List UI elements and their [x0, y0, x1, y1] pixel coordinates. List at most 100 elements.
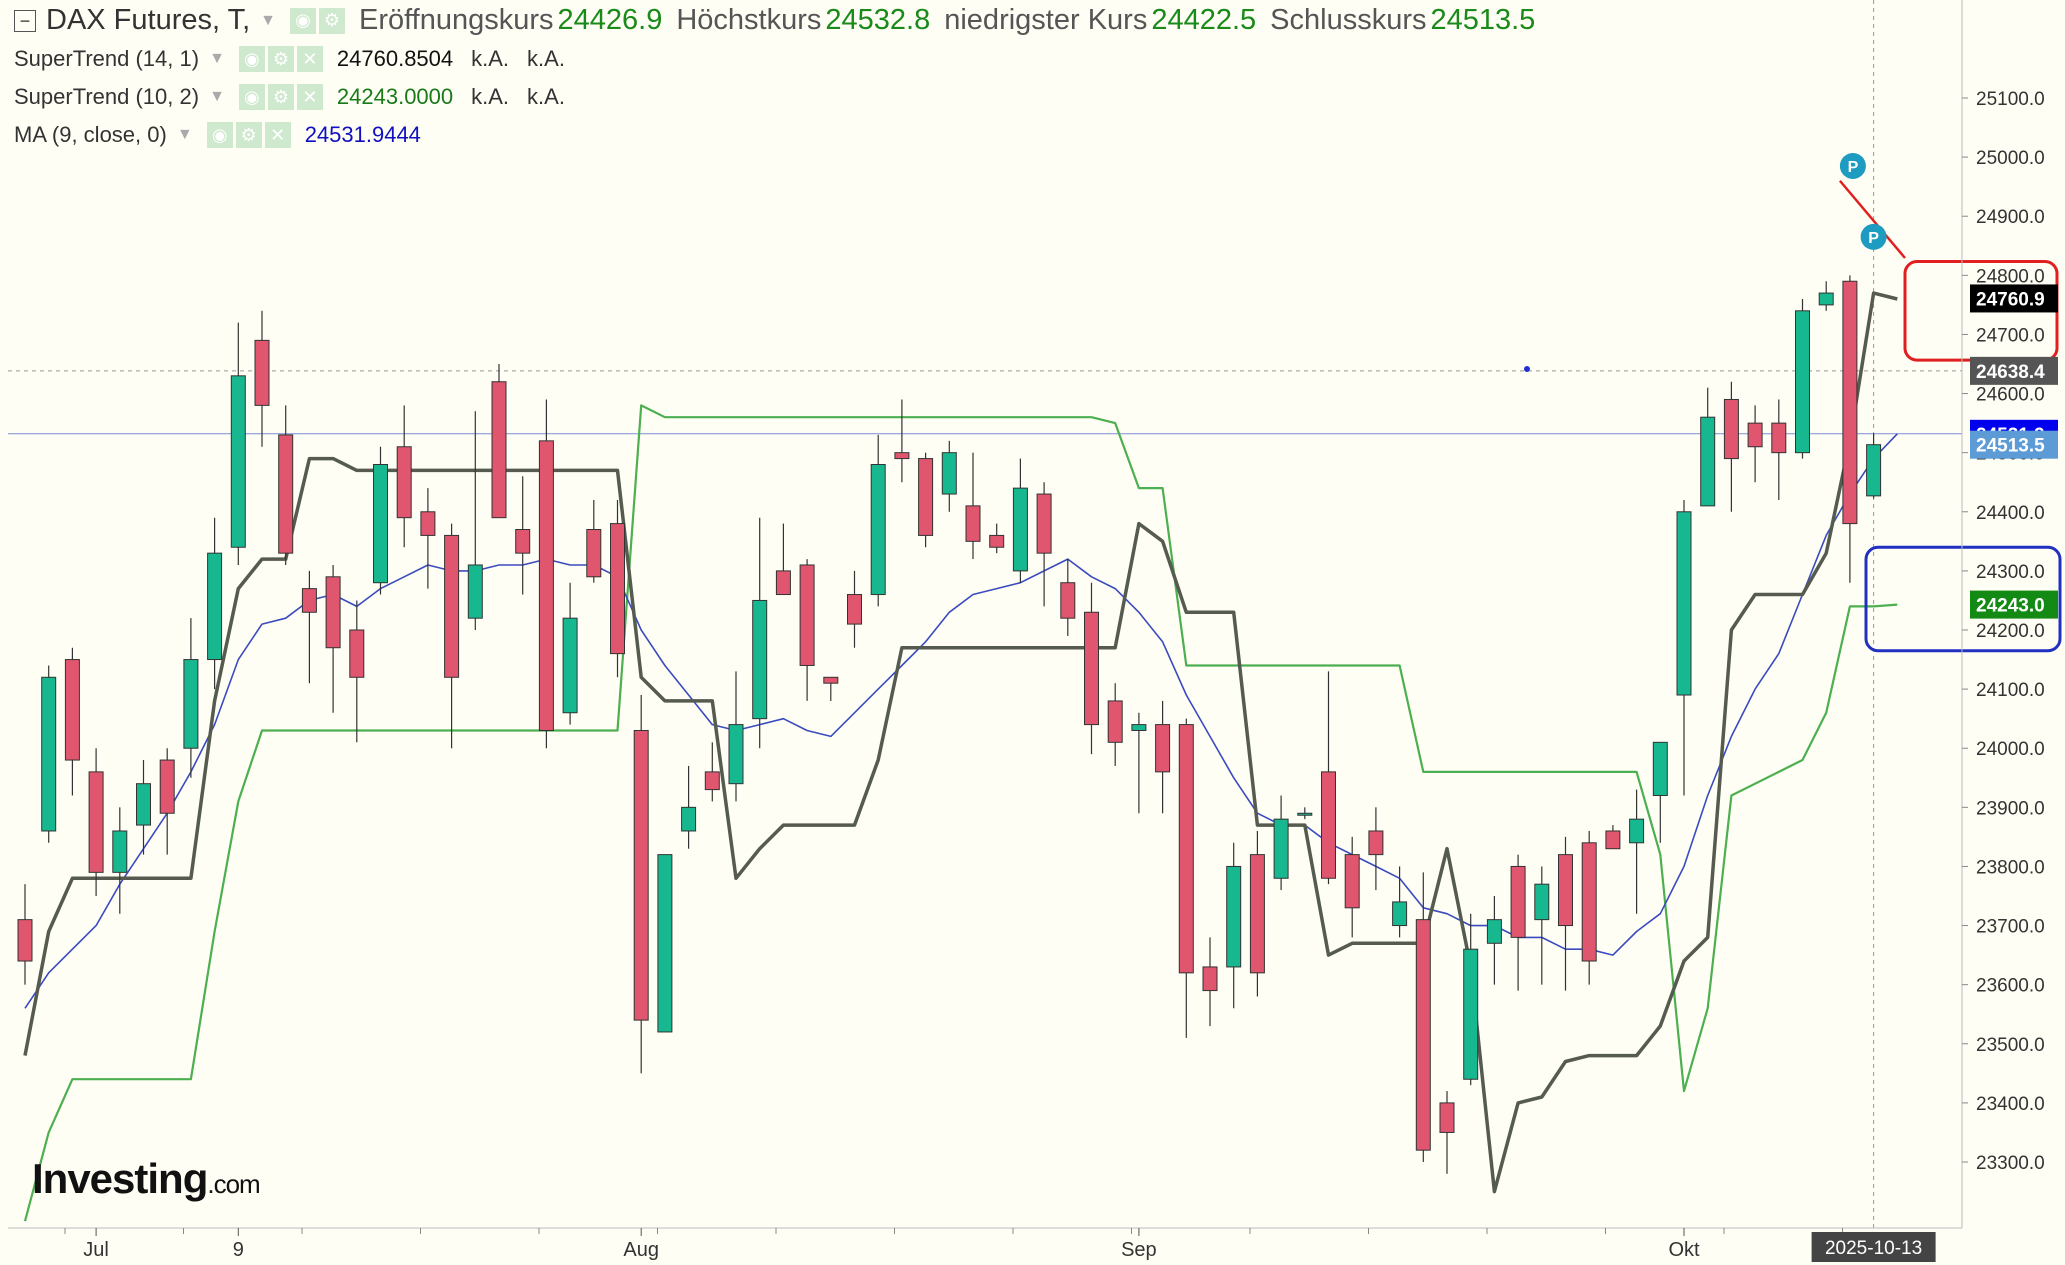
- candle-body: [704, 771, 720, 791]
- candle: [112, 807, 128, 914]
- price-label-text: 24638.4: [1976, 362, 2045, 383]
- eye-icon[interactable]: ◉: [238, 46, 265, 72]
- candle-body: [1747, 422, 1763, 448]
- candle: [1534, 866, 1550, 985]
- gear-icon[interactable]: ⚙: [235, 122, 262, 148]
- candle: [41, 665, 57, 843]
- candle: [1866, 433, 1882, 499]
- candle-body: [1534, 883, 1550, 921]
- candle-body: [159, 759, 175, 814]
- indicator-value: 24531.9444: [304, 122, 421, 147]
- price-tick-label: 24600.0: [1976, 385, 2045, 406]
- close-icon[interactable]: ✕: [264, 122, 291, 148]
- time-axis[interactable]: Jul 9 Aug Sep Okt 2025-10-13: [8, 1227, 1962, 1262]
- candle-body: [941, 452, 957, 495]
- chevron-down-icon[interactable]: ▼: [260, 11, 276, 29]
- eye-icon[interactable]: ◉: [206, 122, 233, 148]
- candle-body: [1629, 818, 1645, 844]
- price-label-badge: [1970, 430, 2058, 459]
- price-tick-label: 25000.0: [1976, 148, 2045, 169]
- pivot-marker-icon: [1860, 223, 1887, 250]
- candle: [1723, 381, 1739, 512]
- candle: [1439, 1091, 1455, 1174]
- candle-body: [1131, 724, 1147, 731]
- candle: [1652, 741, 1668, 843]
- candle: [1818, 281, 1834, 311]
- candle-body: [894, 452, 910, 460]
- candle: [1510, 854, 1526, 991]
- ohlc-high-value: 24532.8: [825, 4, 931, 36]
- candle: [562, 582, 578, 725]
- candle: [1226, 842, 1242, 1009]
- indicator-name: SuperTrend (14, 1): [14, 46, 200, 71]
- candle-body: [989, 534, 1005, 548]
- candle-body: [1155, 724, 1171, 773]
- highlight-box-blue: [1864, 545, 2062, 653]
- indicator-na: k.A.: [527, 84, 565, 109]
- price-tick-label: 23800.0: [1976, 857, 2045, 878]
- ohlc-low-value: 24422.5: [1151, 4, 1257, 36]
- candle-body: [1439, 1102, 1455, 1133]
- candle-body: [633, 729, 649, 1021]
- price-axis[interactable]: 23300.0 23400.0 23500.0 23600.0 23700.0 23800…: [1961, 0, 2058, 1228]
- candle: [1344, 836, 1360, 938]
- candle: [64, 647, 80, 796]
- chevron-down-icon[interactable]: ▼: [209, 50, 225, 67]
- candle-body: [1321, 771, 1336, 879]
- candle-body: [1392, 901, 1408, 927]
- candle: [538, 399, 554, 749]
- candle-body: [847, 594, 862, 625]
- candle-body: [1723, 398, 1739, 460]
- candle-body: [1036, 493, 1052, 554]
- candle: [1605, 825, 1621, 850]
- indicator-value: 24760.8504: [336, 46, 454, 71]
- candle: [1629, 789, 1645, 914]
- close-icon[interactable]: ✕: [296, 84, 323, 110]
- candle: [1676, 499, 1692, 796]
- ohlc-open-label: Eröffnungskurs: [359, 4, 554, 36]
- candle: [918, 452, 934, 548]
- candle: [965, 452, 981, 560]
- candle-body: [1084, 611, 1099, 726]
- eye-icon[interactable]: ◉: [290, 7, 316, 34]
- gear-icon[interactable]: ⚙: [267, 46, 294, 72]
- candle: [1178, 718, 1194, 1038]
- candle-body: [17, 919, 33, 962]
- candle: [1155, 700, 1171, 814]
- chevron-down-icon[interactable]: ▼: [176, 126, 193, 143]
- eye-icon[interactable]: ◉: [238, 84, 265, 110]
- price-tick-label: 25100.0: [1976, 89, 2045, 110]
- price-tick-label: 24300.0: [1976, 562, 2045, 583]
- candle: [1060, 559, 1076, 636]
- candle-body: [823, 676, 839, 684]
- candle-body: [1415, 919, 1431, 1151]
- candle: [799, 559, 815, 701]
- date-label-text: 2025-10-13: [1825, 1238, 1922, 1259]
- candle-body: [1344, 854, 1360, 909]
- indicator-controls: ◉ ⚙ ✕: [238, 84, 323, 110]
- candle: [17, 884, 33, 985]
- candle-body: [1273, 818, 1289, 879]
- gear-icon[interactable]: ⚙: [267, 84, 294, 110]
- candle-body: [136, 783, 151, 826]
- chevron-down-icon[interactable]: ▼: [209, 88, 225, 105]
- price-tick-label: 23400.0: [1976, 1094, 2045, 1115]
- collapse-icon[interactable]: −: [14, 9, 36, 32]
- close-icon[interactable]: ✕: [296, 46, 323, 72]
- indicator-na: k.A.: [527, 46, 565, 71]
- candle: [1392, 866, 1408, 938]
- candle-body: [373, 463, 388, 584]
- candle: [88, 748, 104, 896]
- candle: [704, 742, 720, 802]
- candle-body: [1249, 854, 1265, 974]
- price-tick-label: 24800.0: [1976, 266, 2045, 287]
- ohlc-high-label: Höchstkurs: [676, 4, 822, 36]
- price-tick-label: 23900.0: [1976, 798, 2045, 819]
- price-tick-label: 23500.0: [1976, 1035, 2045, 1056]
- candle: [1795, 298, 1810, 459]
- candle: [301, 570, 317, 684]
- gear-icon[interactable]: ⚙: [319, 7, 345, 34]
- candle-body: [1842, 280, 1858, 525]
- candle-body: [1463, 948, 1479, 1080]
